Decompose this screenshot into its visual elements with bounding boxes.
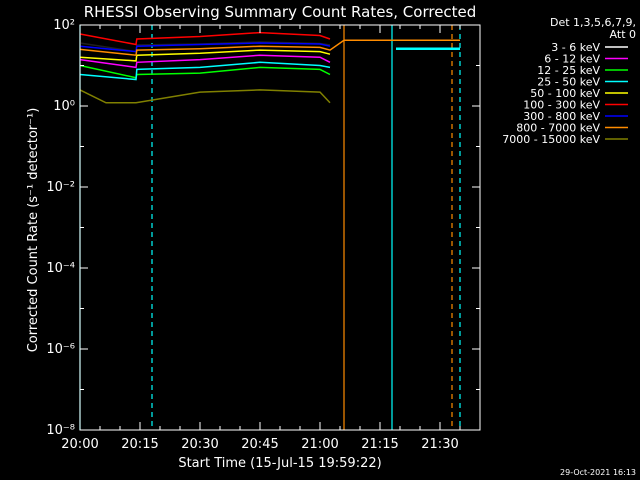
series-line-5 [79, 31, 331, 46]
series-line-7 [79, 39, 460, 57]
x-tick-label: 20:00 [61, 437, 98, 452]
legend-label: 25 - 50 keV [537, 76, 600, 89]
series-line-8 [79, 89, 331, 104]
x-tick-label: 20:15 [121, 437, 158, 452]
series-line-4 [79, 49, 331, 62]
legend-header: Det 1,3,5,6,7,9, [550, 16, 636, 29]
x-tick-label: 20:30 [181, 437, 218, 452]
legend-label: 100 - 300 keV [523, 99, 600, 112]
plot-area [79, 25, 461, 430]
legend-header: Att 0 [610, 28, 636, 41]
series-line-3 [79, 61, 331, 81]
legend-label: 300 - 800 keV [523, 110, 600, 123]
y-tick-label: 10⁻⁸ [46, 423, 75, 438]
x-tick-label: 21:00 [301, 437, 338, 452]
series-line-1 [79, 54, 331, 69]
chart-title: RHESSI Observing Summary Count Rates, Co… [84, 3, 477, 21]
y-tick-label: 10² [53, 18, 75, 33]
y-tick-label: 10⁰ [53, 99, 75, 114]
legend-label: 6 - 12 keV [544, 53, 600, 66]
x-axis-label: Start Time (15-Jul-15 19:59:22) [178, 456, 381, 471]
y-tick-label: 10⁻⁶ [46, 342, 75, 357]
legend-label: 800 - 7000 keV [516, 122, 600, 135]
plot-frame [79, 24, 481, 431]
y-axis-label: Corrected Count Rate (s⁻¹ detector⁻¹) [26, 108, 41, 353]
legend-label: 50 - 100 keV [530, 87, 600, 100]
x-tick-label: 20:45 [241, 437, 278, 452]
y-tick-label: 10⁻² [46, 180, 75, 195]
legend-label: 7000 - 15000 keV [502, 133, 600, 146]
x-tick-label: 21:15 [361, 437, 398, 452]
legend-label: 12 - 25 keV [537, 64, 600, 77]
axes: 20:00 20:15 20:30 20:45 21:00 21:15 21:30 10² 10… [46, 18, 481, 452]
y-tick-label: 10⁻⁴ [46, 261, 75, 276]
legend-label: 3 - 6 keV [551, 41, 600, 54]
generation-timestamp: 29-Oct-2021 16:13 [560, 468, 636, 477]
x-tick-label: 21:30 [421, 437, 458, 452]
